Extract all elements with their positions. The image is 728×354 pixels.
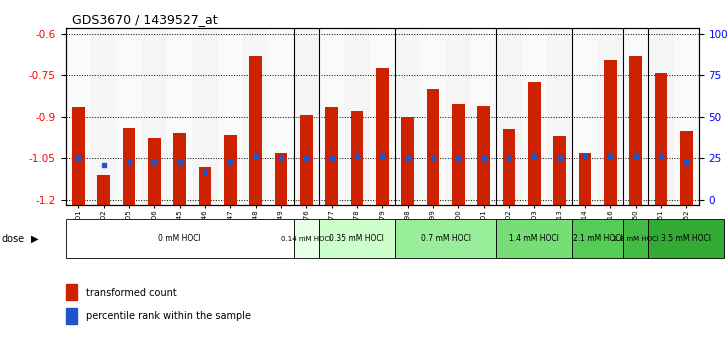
Text: 2.8 mM HOCl: 2.8 mM HOCl — [613, 236, 658, 242]
Bar — [673, 28, 699, 205]
Bar — [98, 175, 110, 205]
Bar — [376, 68, 389, 205]
Bar — [319, 28, 344, 205]
Bar — [572, 28, 598, 205]
Bar — [395, 219, 496, 258]
Bar — [478, 106, 490, 205]
Bar — [66, 308, 76, 324]
Bar — [572, 219, 623, 258]
Bar — [243, 28, 268, 205]
Bar — [66, 219, 293, 258]
Bar — [344, 28, 370, 205]
Bar — [249, 56, 262, 205]
Bar — [268, 28, 293, 205]
Bar — [274, 153, 288, 205]
Bar — [496, 219, 572, 258]
Bar — [496, 28, 521, 205]
Bar — [446, 28, 471, 205]
Bar — [471, 28, 496, 205]
Bar — [553, 136, 566, 205]
Bar — [654, 73, 668, 205]
Bar — [648, 28, 673, 205]
Bar — [623, 28, 648, 205]
Bar — [148, 138, 161, 205]
Text: 1.4 mM HOCl: 1.4 mM HOCl — [510, 234, 559, 244]
Bar — [72, 107, 84, 205]
Bar — [629, 56, 642, 205]
Bar — [452, 104, 464, 205]
Bar — [91, 28, 116, 205]
Text: transformed count: transformed count — [86, 288, 177, 298]
Text: 0.14 mM HOCl: 0.14 mM HOCl — [281, 236, 331, 242]
Bar — [173, 133, 186, 205]
Bar — [66, 284, 76, 300]
Bar — [192, 28, 218, 205]
Text: 3.5 mM HOCl: 3.5 mM HOCl — [661, 234, 711, 244]
Text: 2.1 mM HOCl: 2.1 mM HOCl — [573, 234, 622, 244]
Bar — [427, 89, 439, 205]
Text: GDS3670 / 1439527_at: GDS3670 / 1439527_at — [72, 13, 218, 26]
Bar — [395, 28, 420, 205]
Text: 0 mM HOCl: 0 mM HOCl — [158, 234, 201, 244]
Text: percentile rank within the sample: percentile rank within the sample — [86, 311, 251, 321]
Bar — [528, 82, 541, 205]
Bar — [401, 117, 414, 205]
Bar — [66, 28, 91, 205]
Bar — [598, 28, 623, 205]
Bar — [547, 28, 572, 205]
Bar — [579, 153, 591, 205]
Bar — [224, 135, 237, 205]
Bar — [521, 28, 547, 205]
Bar — [293, 28, 319, 205]
Bar — [502, 129, 515, 205]
Text: 0.7 mM HOCl: 0.7 mM HOCl — [421, 234, 470, 244]
Text: ▶: ▶ — [31, 234, 38, 244]
Bar — [648, 219, 724, 258]
Bar — [604, 60, 617, 205]
Bar — [218, 28, 243, 205]
Bar — [420, 28, 446, 205]
Bar — [116, 28, 141, 205]
Bar — [319, 219, 395, 258]
Bar — [370, 28, 395, 205]
Text: 0.35 mM HOCl: 0.35 mM HOCl — [330, 234, 384, 244]
Bar — [122, 128, 135, 205]
Bar — [167, 28, 192, 205]
Bar — [293, 219, 319, 258]
Bar — [623, 219, 648, 258]
Bar — [351, 111, 363, 205]
Bar — [325, 107, 338, 205]
Bar — [300, 115, 312, 205]
Bar — [141, 28, 167, 205]
Text: dose: dose — [1, 234, 25, 244]
Bar — [199, 167, 211, 205]
Bar — [680, 131, 692, 205]
